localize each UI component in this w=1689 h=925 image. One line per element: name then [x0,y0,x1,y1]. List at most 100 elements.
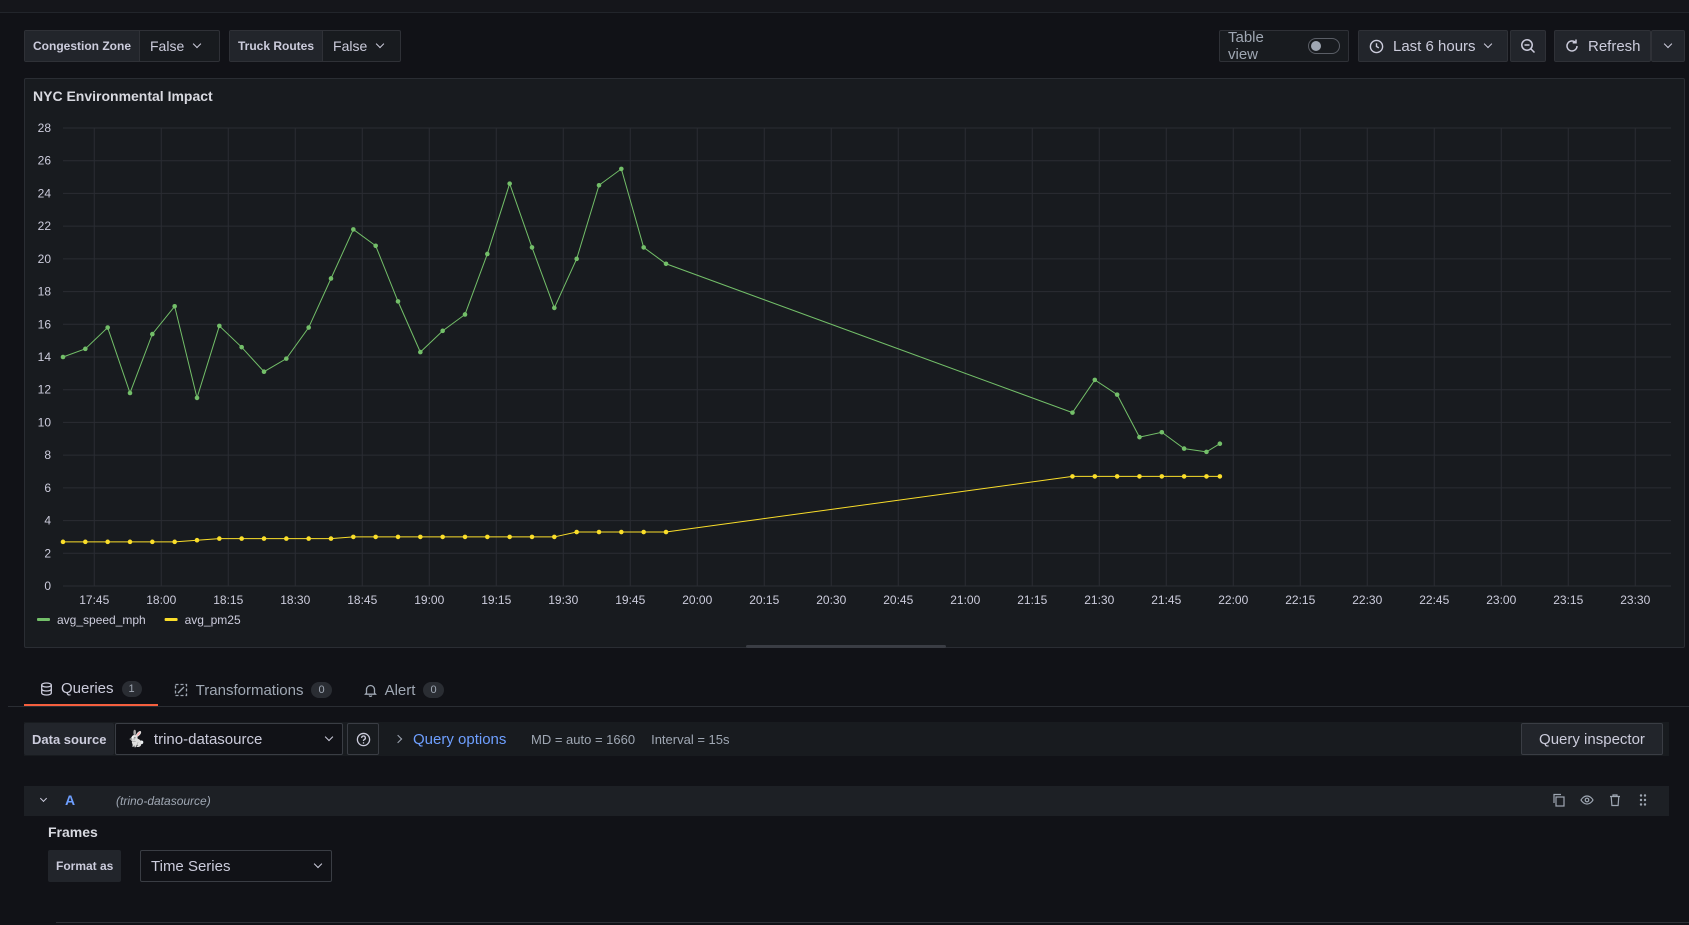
x-tick-label: 20:45 [883,593,913,607]
x-tick-label: 22:15 [1285,593,1315,607]
panel-resize-handle[interactable] [746,645,946,648]
x-tick-label: 20:15 [749,593,779,607]
x-tick-label: 18:00 [146,593,176,607]
x-tick-label: 22:00 [1218,593,1248,607]
collapse-query-button[interactable] [36,793,50,807]
chevron-down-icon [1483,39,1492,49]
datasource-value: trino-datasource [153,730,263,748]
tab-transformations[interactable]: Transformations 0 [158,673,348,707]
data-point-avg_pm25 [1114,474,1120,479]
time-range-picker[interactable]: Last 6 hours [1358,30,1508,62]
data-point-avg_pm25 [440,534,445,540]
data-point-avg_pm25 [1181,474,1187,479]
tab-count: 1 [121,680,142,697]
bell-icon [363,684,377,697]
x-tick-label: 19:30 [548,593,578,607]
data-point-avg_speed_mph [1070,410,1075,415]
data-point-avg_pm25 [395,534,401,540]
chevron-down-icon [39,794,47,802]
data-point-avg_pm25 [574,529,579,535]
data-point-avg_pm25 [529,534,535,540]
divider [8,706,1689,707]
x-tick-label: 23:15 [1553,593,1583,607]
y-tick-label: 10 [38,415,52,429]
data-point-avg_speed_mph [485,251,490,257]
data-point-avg_speed_mph [418,349,423,355]
query-inspector-button[interactable]: Query inspector [1521,723,1663,755]
x-tick-label: 21:45 [1151,593,1181,607]
chevron-down-icon [1663,39,1673,49]
truck-routes-filter[interactable]: Truck Routes False [229,30,401,62]
data-point-avg_speed_mph [440,328,445,334]
series-line-avg_speed_mph [62,168,1221,453]
data-point-avg_pm25 [1070,474,1075,479]
trash-icon[interactable] [1608,793,1622,807]
md-text: MD = auto = 1660 [531,731,636,747]
next-section-edge [56,922,1689,925]
table-view-label: Table view [1228,29,1264,63]
x-tick-label: 19:45 [615,593,645,607]
data-point-avg_speed_mph [306,325,311,330]
datasource-label: Data source [24,723,115,755]
data-point-avg_pm25 [351,534,356,540]
filter-label: Congestion Zone [25,31,140,61]
query-datasource: (trino-datasource) [116,794,211,808]
tab-count: 0 [423,682,444,698]
refresh-icon [1566,39,1578,52]
x-tick-label: 21:00 [950,593,980,607]
data-point-avg_speed_mph [507,181,512,186]
help-button[interactable] [347,723,379,755]
toggle-switch[interactable] [1308,38,1340,54]
data-point-avg_speed_mph [1137,434,1142,440]
tab-queries[interactable]: Queries 1 [24,673,158,707]
legend-label: avg_speed_mph [57,613,146,627]
query-actions [1552,793,1650,807]
y-tick-label: 24 [38,186,52,200]
chevron-down-icon [324,732,334,742]
filter-label: Truck Routes [230,31,324,61]
query-header [24,786,1669,816]
data-point-avg_speed_mph [127,390,133,396]
x-tick-label: 18:15 [213,593,243,607]
refresh-button[interactable]: Refresh [1554,30,1651,62]
data-point-avg_pm25 [239,536,244,541]
zoom-out-button[interactable] [1510,30,1546,62]
data-point-avg_pm25 [328,536,334,541]
eye-icon[interactable] [1580,793,1594,807]
congestion-zone-filter[interactable]: Congestion Zone False [24,30,220,62]
y-tick-label: 2 [44,546,51,560]
data-point-avg_pm25 [306,536,311,541]
query-options-label: Query options [413,730,507,748]
series-line-avg_pm25 [63,475,1220,543]
x-tick-label: 22:45 [1419,593,1449,607]
x-tick-label: 19:00 [414,593,444,607]
refresh-label: Refresh [1588,37,1641,55]
data-point-avg_pm25 [127,539,133,545]
frames-heading: Frames [48,824,98,840]
chevron-down-icon [192,39,202,49]
data-point-avg_speed_mph [328,276,334,281]
table-view-toggle[interactable]: Table view [1219,29,1349,63]
chart-panel: NYC Environmental Impact 0 2 4 6 8 10 12 14 16 18… [24,78,1685,648]
y-tick-label: 20 [38,252,52,266]
data-point-avg_speed_mph [1159,429,1165,435]
data-point-avg_speed_mph [351,227,356,232]
data-point-avg_speed_mph [373,243,378,249]
legend-label: avg_pm25 [185,613,241,627]
refresh-interval-dropdown[interactable] [1651,30,1685,62]
data-point-avg_speed_mph [172,303,177,309]
query-ref-id[interactable]: A [65,792,76,808]
data-point-avg_pm25 [373,534,378,540]
tab-count: 0 [311,682,332,698]
duplicate-icon[interactable] [1552,793,1566,807]
tab-alert[interactable]: Alert 0 [348,673,460,707]
data-point-avg_pm25 [60,539,66,545]
drag-handle-icon[interactable] [1636,793,1650,807]
top-strip [0,0,1689,13]
chevron-down-icon [313,859,323,869]
data-point-avg_speed_mph [1204,449,1209,455]
format-as-select[interactable]: Time Series [140,850,332,882]
datasource-picker[interactable]: 🐇 trino-datasource [115,723,343,755]
query-options[interactable]: Query options [393,723,507,755]
